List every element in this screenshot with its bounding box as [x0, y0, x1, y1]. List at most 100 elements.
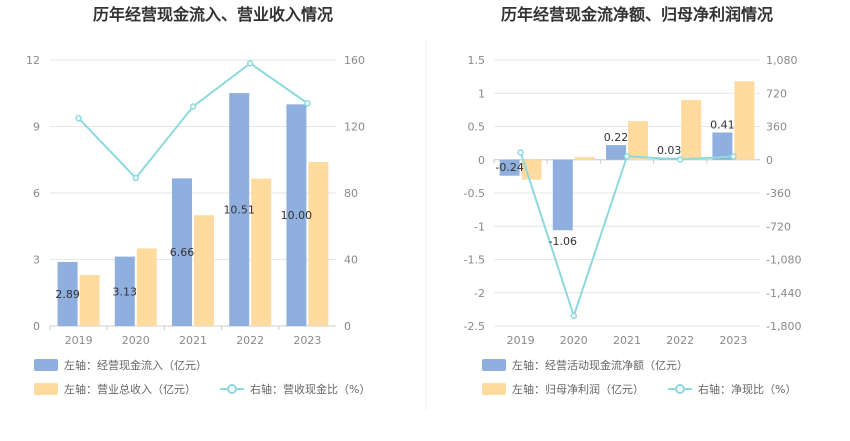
bar-data-label: 10.00 — [281, 209, 313, 222]
net-cashflow-profit-chart: 历年经营现金流净额、归母净利润情况 -2.5 -2 -1.5 -1 -0.5 0 0.5 1 1.… — [464, 5, 802, 396]
right-axis-tick-label: 120 — [344, 121, 365, 134]
bar-data-label: 0.03 — [657, 144, 682, 157]
bar-primary — [172, 178, 192, 326]
x-axis-tick-label: 2019 — [65, 334, 93, 347]
right-axis-tick-label: 720 — [766, 87, 787, 100]
legend-item[interactable]: 右轴：净现比（%） — [668, 382, 796, 396]
legend-swatch — [34, 383, 58, 395]
series-line — [77, 62, 308, 180]
right-axis-tick-label: 0 — [344, 320, 351, 333]
bar-primary — [57, 261, 78, 326]
left-axis-tick-label: 0 — [33, 320, 40, 333]
right-axis-tick-label: 1,080 — [766, 54, 798, 67]
bar-secondary — [79, 275, 100, 326]
left-axis-tick-label: 1.5 — [468, 54, 486, 67]
left-axis-tick-label: -2.5 — [464, 320, 485, 333]
left-axis-tick-label: 9 — [33, 121, 40, 134]
left-axis-tick-label: -2 — [474, 287, 485, 300]
right-axis-tick-label: -1,800 — [766, 320, 801, 333]
line-point — [246, 60, 254, 67]
bar-secondary — [251, 178, 272, 326]
line-point — [623, 152, 631, 160]
bar-data-label: 2.89 — [55, 288, 80, 301]
legend-item[interactable]: 左轴：营业总收入（亿元） — [34, 382, 196, 396]
bar-secondary — [308, 161, 329, 326]
line-point — [189, 103, 197, 110]
bar-data-label: 6.66 — [170, 246, 195, 259]
line-point — [730, 153, 737, 160]
bar-data-label: 0.41 — [710, 118, 735, 131]
line-point — [517, 149, 524, 156]
x-axis-tick-label: 2021 — [613, 334, 641, 347]
x-axis-tick-label: 2023 — [293, 334, 321, 347]
bar-primary — [606, 145, 626, 160]
chart-title: 历年经营现金流入、营业收入情况 — [93, 5, 333, 24]
legend-label: 右轴：营收现金比（%） — [250, 382, 370, 396]
legend-item[interactable]: 左轴：归母净利润（亿元） — [482, 382, 644, 396]
line-point — [676, 156, 684, 163]
legend-swatch — [482, 359, 506, 371]
x-axis-tick-label: 2019 — [507, 334, 535, 347]
bar-data-label: 3.13 — [113, 285, 138, 298]
left-axis-tick-label: 3 — [33, 254, 40, 267]
right-axis-tick-label: -1,440 — [766, 287, 801, 300]
bar-data-label: 10.51 — [223, 204, 255, 217]
left-axis-tick-label: -1 — [474, 220, 485, 233]
bar-data-label: 0.22 — [604, 131, 629, 144]
bar-primary — [712, 132, 733, 160]
right-axis-tick-label: 40 — [344, 254, 358, 267]
bar-primary — [114, 256, 135, 326]
line-point — [570, 312, 578, 320]
legend-label: 右轴：净现比（%） — [698, 382, 796, 396]
series-line — [519, 152, 734, 320]
right-axis-tick-label: -1,080 — [766, 254, 801, 267]
legend-point-swatch — [675, 384, 685, 394]
line-point — [304, 99, 311, 107]
x-axis-tick-label: 2020 — [560, 334, 588, 347]
chart-title: 历年经营现金流净额、归母净利润情况 — [501, 5, 773, 24]
x-axis-tick-label: 2022 — [666, 334, 694, 347]
left-axis-tick-label: 1 — [478, 87, 485, 100]
legend-label: 左轴：经营活动现金流净额（亿元） — [512, 358, 688, 372]
bar-secondary — [136, 248, 157, 326]
left-axis-tick-label: 12 — [26, 54, 40, 67]
legend-swatch — [482, 383, 506, 395]
right-axis-tick-label: 80 — [344, 187, 358, 200]
legend-label: 左轴：营业总收入（亿元） — [64, 382, 196, 396]
bar-primary — [286, 104, 307, 326]
left-axis-tick-label: -1.5 — [464, 254, 485, 267]
right-axis-tick-label: 360 — [766, 121, 787, 134]
line-point — [75, 114, 82, 122]
bar-secondary — [574, 157, 595, 160]
bar-secondary — [194, 215, 214, 326]
bar-secondary — [681, 99, 702, 160]
bar-primary — [552, 159, 573, 231]
left-axis-tick-label: 0 — [478, 154, 485, 167]
legend-item[interactable]: 左轴：经营活动现金流净额（亿元） — [482, 358, 688, 372]
bar-data-label: -0.24 — [495, 161, 523, 174]
bar-primary — [499, 159, 520, 176]
right-axis-tick-label: 160 — [344, 54, 365, 67]
bar-secondary — [628, 121, 648, 160]
x-axis-tick-label: 2020 — [122, 334, 150, 347]
right-axis-tick-label: -720 — [766, 220, 791, 233]
bar-data-label: -1.06 — [549, 235, 577, 248]
x-axis-tick-label: 2021 — [179, 334, 207, 347]
x-axis-tick-label: 2023 — [719, 334, 747, 347]
line-point — [132, 174, 140, 182]
left-axis-tick-label: 6 — [33, 187, 40, 200]
bar-secondary — [521, 159, 542, 180]
right-axis-tick-label: 0 — [766, 154, 773, 167]
legend-label: 左轴：经营现金流入（亿元） — [64, 358, 207, 372]
legend-item[interactable]: 左轴：经营现金流入（亿元） — [34, 358, 207, 372]
bar-secondary — [734, 81, 755, 160]
right-axis-tick-label: -360 — [766, 187, 791, 200]
legend-point-swatch — [227, 384, 237, 394]
left-axis-tick-label: -0.5 — [464, 187, 485, 200]
bar-primary — [229, 93, 250, 326]
legend-item[interactable]: 右轴：营收现金比（%） — [220, 382, 370, 396]
left-axis-tick-label: 0.5 — [468, 121, 486, 134]
legend-label: 左轴：归母净利润（亿元） — [512, 382, 644, 396]
